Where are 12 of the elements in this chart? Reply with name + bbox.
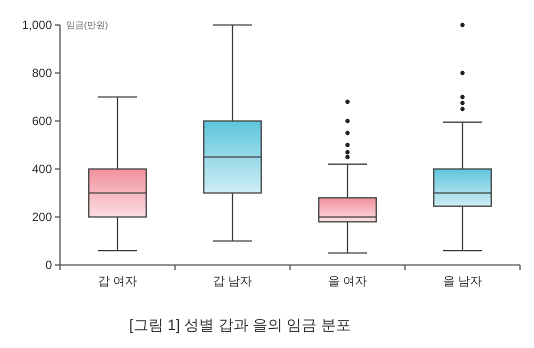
x-tick-label: 을 여자: [328, 274, 368, 288]
y-tick-label: 200: [32, 210, 52, 224]
x-tick-label: 을 남자: [442, 274, 482, 288]
text: [그림 1] 성별 갑과 을의 임금 분포: [129, 317, 351, 334]
x-tick-label: 갑 여자: [98, 274, 138, 288]
y-tick-label: 800: [32, 66, 52, 80]
x-tick-label: 갑 남자: [212, 274, 252, 288]
y-axis-title: 임금(만원): [66, 20, 108, 30]
y-tick-label: 400: [32, 162, 52, 176]
y-tick-label: 1,000: [22, 18, 52, 32]
y-tick-label: 0: [45, 258, 52, 272]
y-tick-label: 600: [32, 114, 52, 128]
